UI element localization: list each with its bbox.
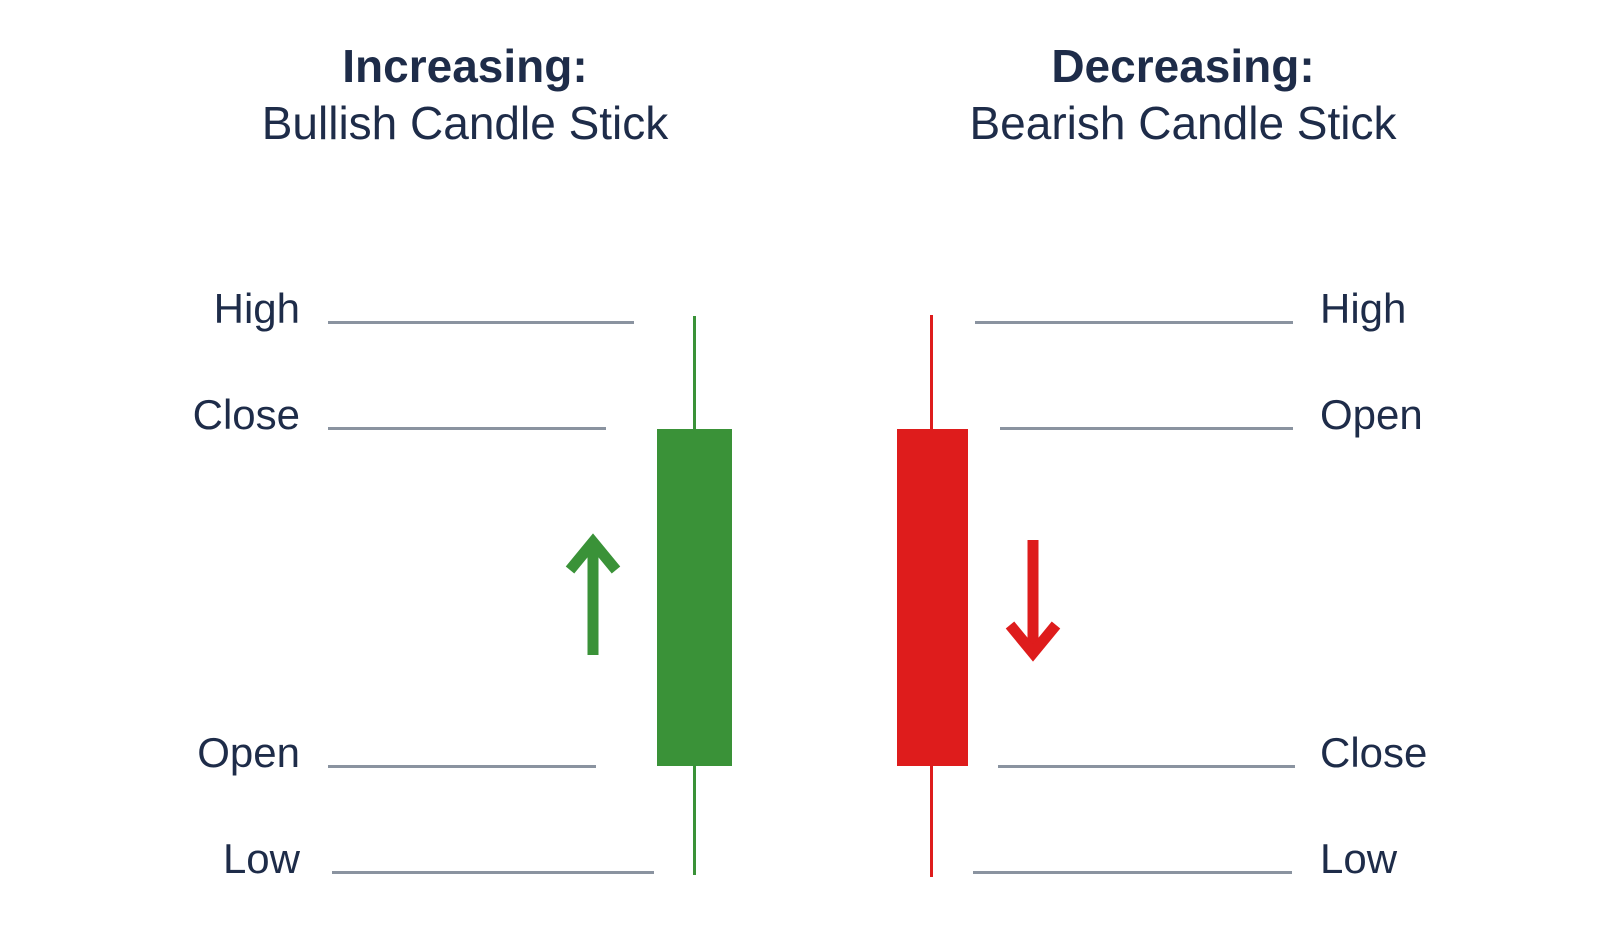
bearish-high-line (975, 321, 1293, 324)
bearish-label-high: High (1320, 285, 1407, 332)
bearish-title-line2: Bearish Candle Stick (969, 97, 1397, 149)
up-arrow-icon (565, 533, 621, 655)
bearish-label-low: Low (1320, 835, 1398, 882)
bullish-label-low: Low (222, 835, 300, 882)
bearish-title-line1: Decreasing: (1051, 40, 1315, 92)
bullish-open-line (328, 765, 596, 768)
bullish-title-line1: Increasing: (342, 40, 588, 92)
bearish-title: Decreasing: Bearish Candle Stick (933, 38, 1433, 152)
bullish-label-high: High (213, 285, 300, 332)
bullish-label-open: Open (197, 729, 300, 776)
bearish-open-line (1000, 427, 1293, 430)
bullish-title: Increasing: Bullish Candle Stick (215, 38, 715, 152)
bullish-title-line2: Bullish Candle Stick (261, 97, 669, 149)
bearish-close-line (998, 765, 1295, 768)
bullish-close-line (328, 427, 606, 430)
down-arrow-icon (1005, 540, 1061, 662)
bullish-label-close: Close (192, 391, 300, 438)
bullish-candle-body (657, 429, 732, 766)
bearish-label-open: Open (1320, 391, 1423, 438)
bullish-high-line (328, 321, 634, 324)
bearish-low-line (973, 871, 1292, 874)
bearish-candle-body (897, 429, 968, 766)
bearish-label-close: Close (1320, 729, 1428, 776)
bullish-low-line (332, 871, 654, 874)
